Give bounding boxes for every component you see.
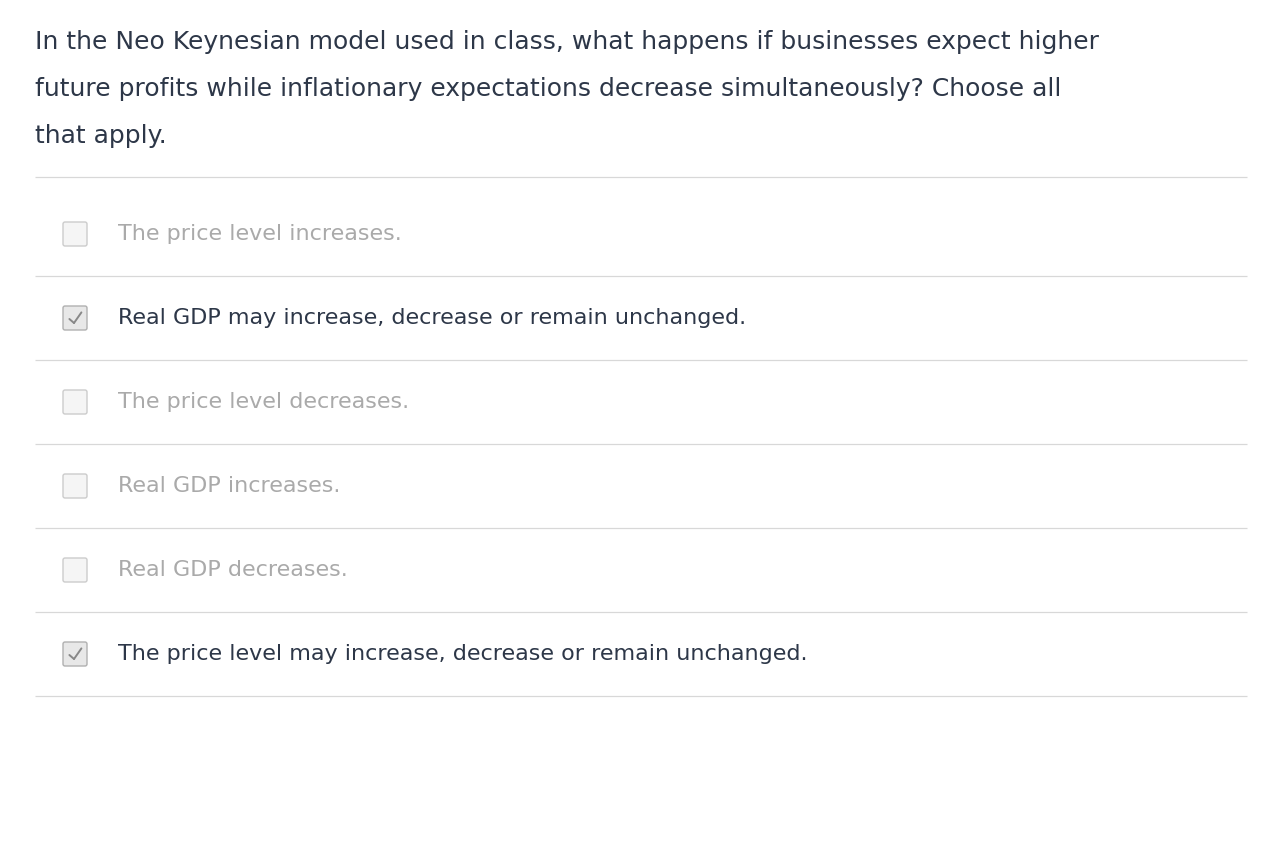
Text: In the Neo Keynesian model used in class, what happens if businesses expect high: In the Neo Keynesian model used in class… bbox=[35, 30, 1099, 54]
Text: The price level increases.: The price level increases. bbox=[118, 224, 401, 244]
FancyBboxPatch shape bbox=[63, 558, 87, 582]
FancyBboxPatch shape bbox=[63, 222, 87, 246]
Text: The price level decreases.: The price level decreases. bbox=[118, 392, 409, 412]
FancyBboxPatch shape bbox=[63, 642, 87, 666]
FancyBboxPatch shape bbox=[63, 390, 87, 414]
Text: Real GDP increases.: Real GDP increases. bbox=[118, 476, 341, 496]
FancyBboxPatch shape bbox=[63, 306, 87, 330]
FancyBboxPatch shape bbox=[63, 474, 87, 498]
Text: future profits while inflationary expectations decrease simultaneously? Choose a: future profits while inflationary expect… bbox=[35, 77, 1061, 101]
Text: The price level may increase, decrease or remain unchanged.: The price level may increase, decrease o… bbox=[118, 644, 808, 664]
Text: Real GDP decreases.: Real GDP decreases. bbox=[118, 560, 347, 580]
Text: that apply.: that apply. bbox=[35, 124, 167, 148]
Text: Real GDP may increase, decrease or remain unchanged.: Real GDP may increase, decrease or remai… bbox=[118, 308, 746, 328]
